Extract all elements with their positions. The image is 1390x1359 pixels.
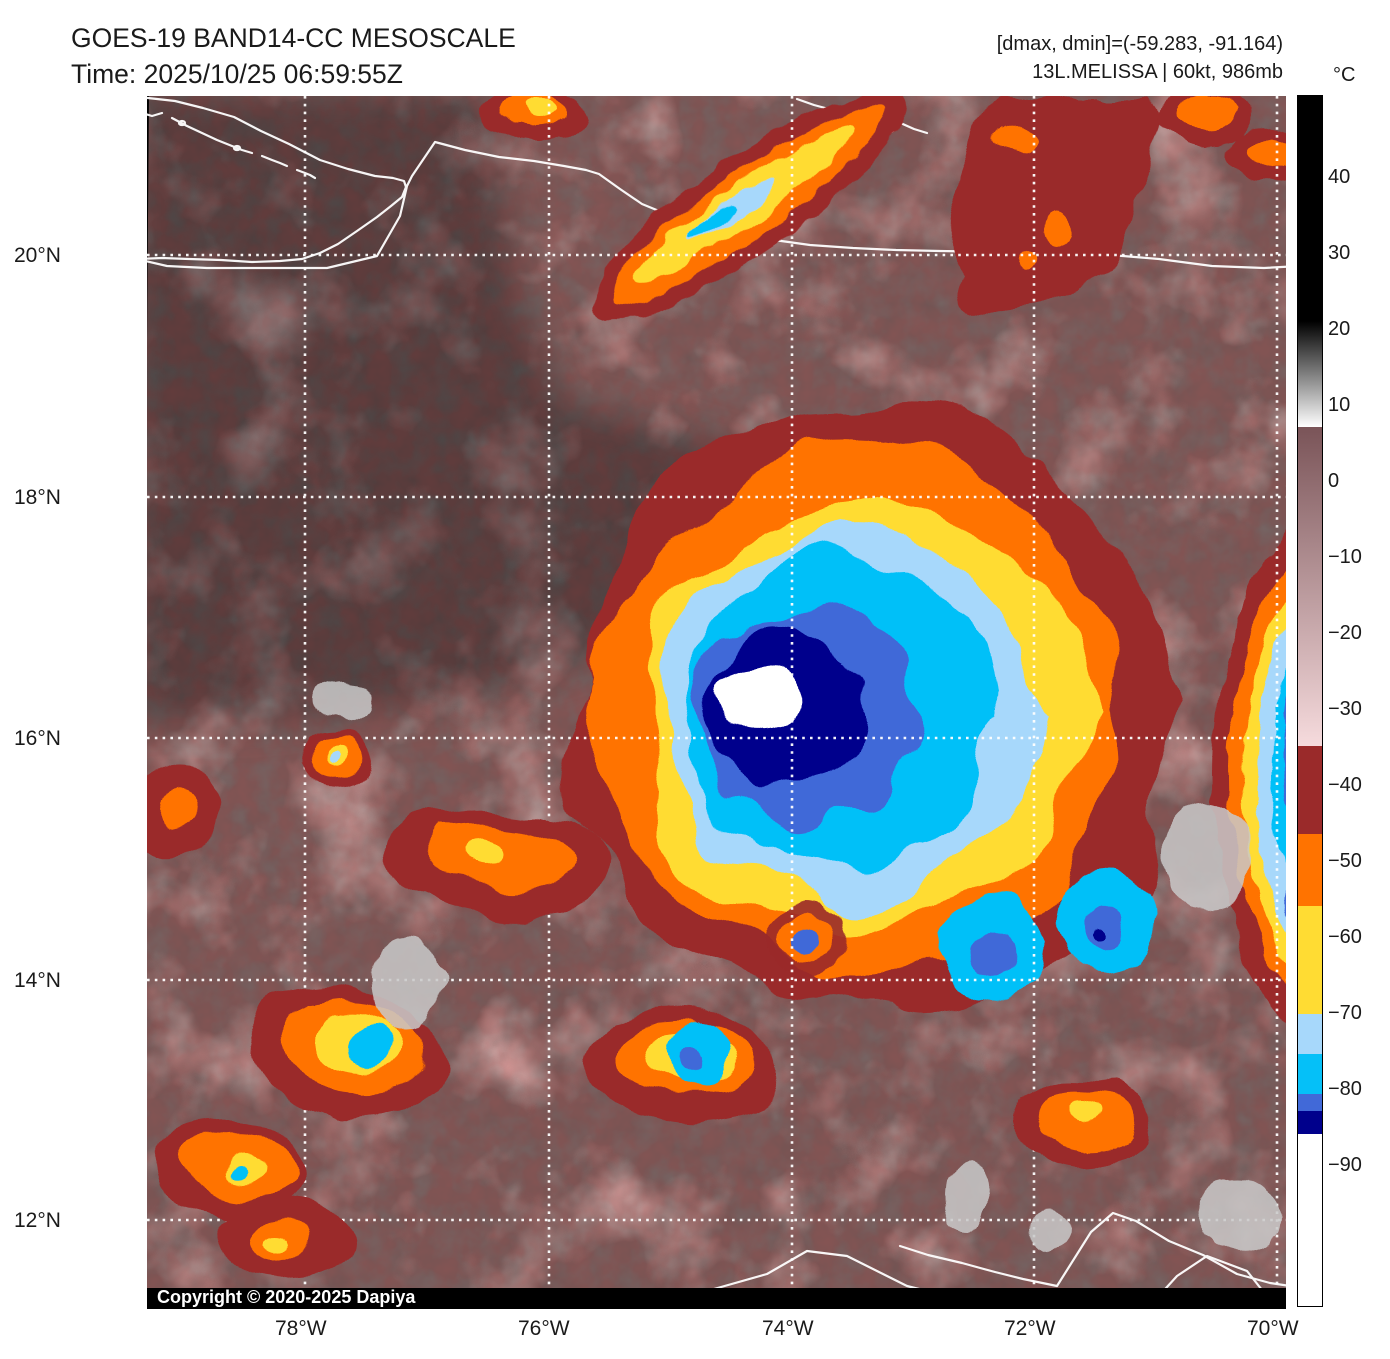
svg-text:Copyright © 2020-2025 Dapiya: Copyright © 2020-2025 Dapiya <box>157 1287 416 1307</box>
